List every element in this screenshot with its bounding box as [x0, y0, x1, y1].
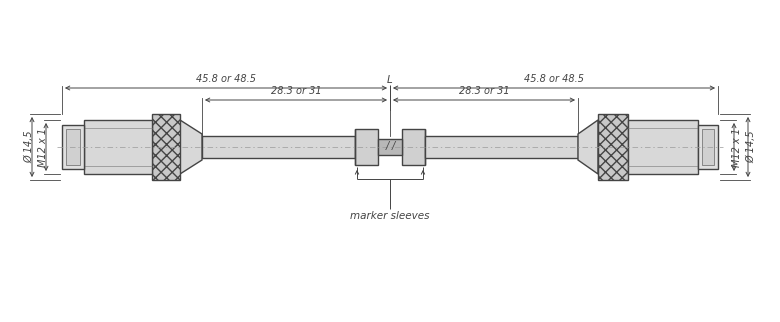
Text: 45.8 or 48.5: 45.8 or 48.5 — [524, 74, 584, 84]
Text: 28.3 or 31: 28.3 or 31 — [459, 86, 509, 96]
Text: M12 x 1: M12 x 1 — [38, 128, 48, 166]
Bar — [425, 136, 578, 158]
Text: /: / — [385, 141, 388, 151]
Text: 28.3 or 31: 28.3 or 31 — [271, 86, 321, 96]
Text: L: L — [387, 75, 393, 85]
Text: Ø 14,5: Ø 14,5 — [746, 131, 756, 163]
Bar — [628, 120, 698, 174]
Bar — [702, 129, 714, 165]
Bar — [62, 125, 84, 169]
Bar — [598, 114, 628, 180]
Bar — [378, 139, 402, 155]
Bar — [202, 136, 355, 158]
Text: /: / — [392, 141, 395, 151]
Bar — [402, 129, 425, 165]
Bar — [355, 129, 378, 165]
Bar — [66, 129, 80, 165]
Text: marker sleeves: marker sleeves — [350, 211, 430, 221]
Text: Ø 14,5: Ø 14,5 — [24, 131, 34, 163]
Bar — [698, 125, 718, 169]
Polygon shape — [180, 120, 202, 174]
Bar — [84, 120, 152, 174]
Bar — [152, 114, 180, 180]
Text: M12 x 1: M12 x 1 — [732, 128, 742, 166]
Text: 45.8 or 48.5: 45.8 or 48.5 — [196, 74, 256, 84]
Polygon shape — [578, 120, 598, 174]
